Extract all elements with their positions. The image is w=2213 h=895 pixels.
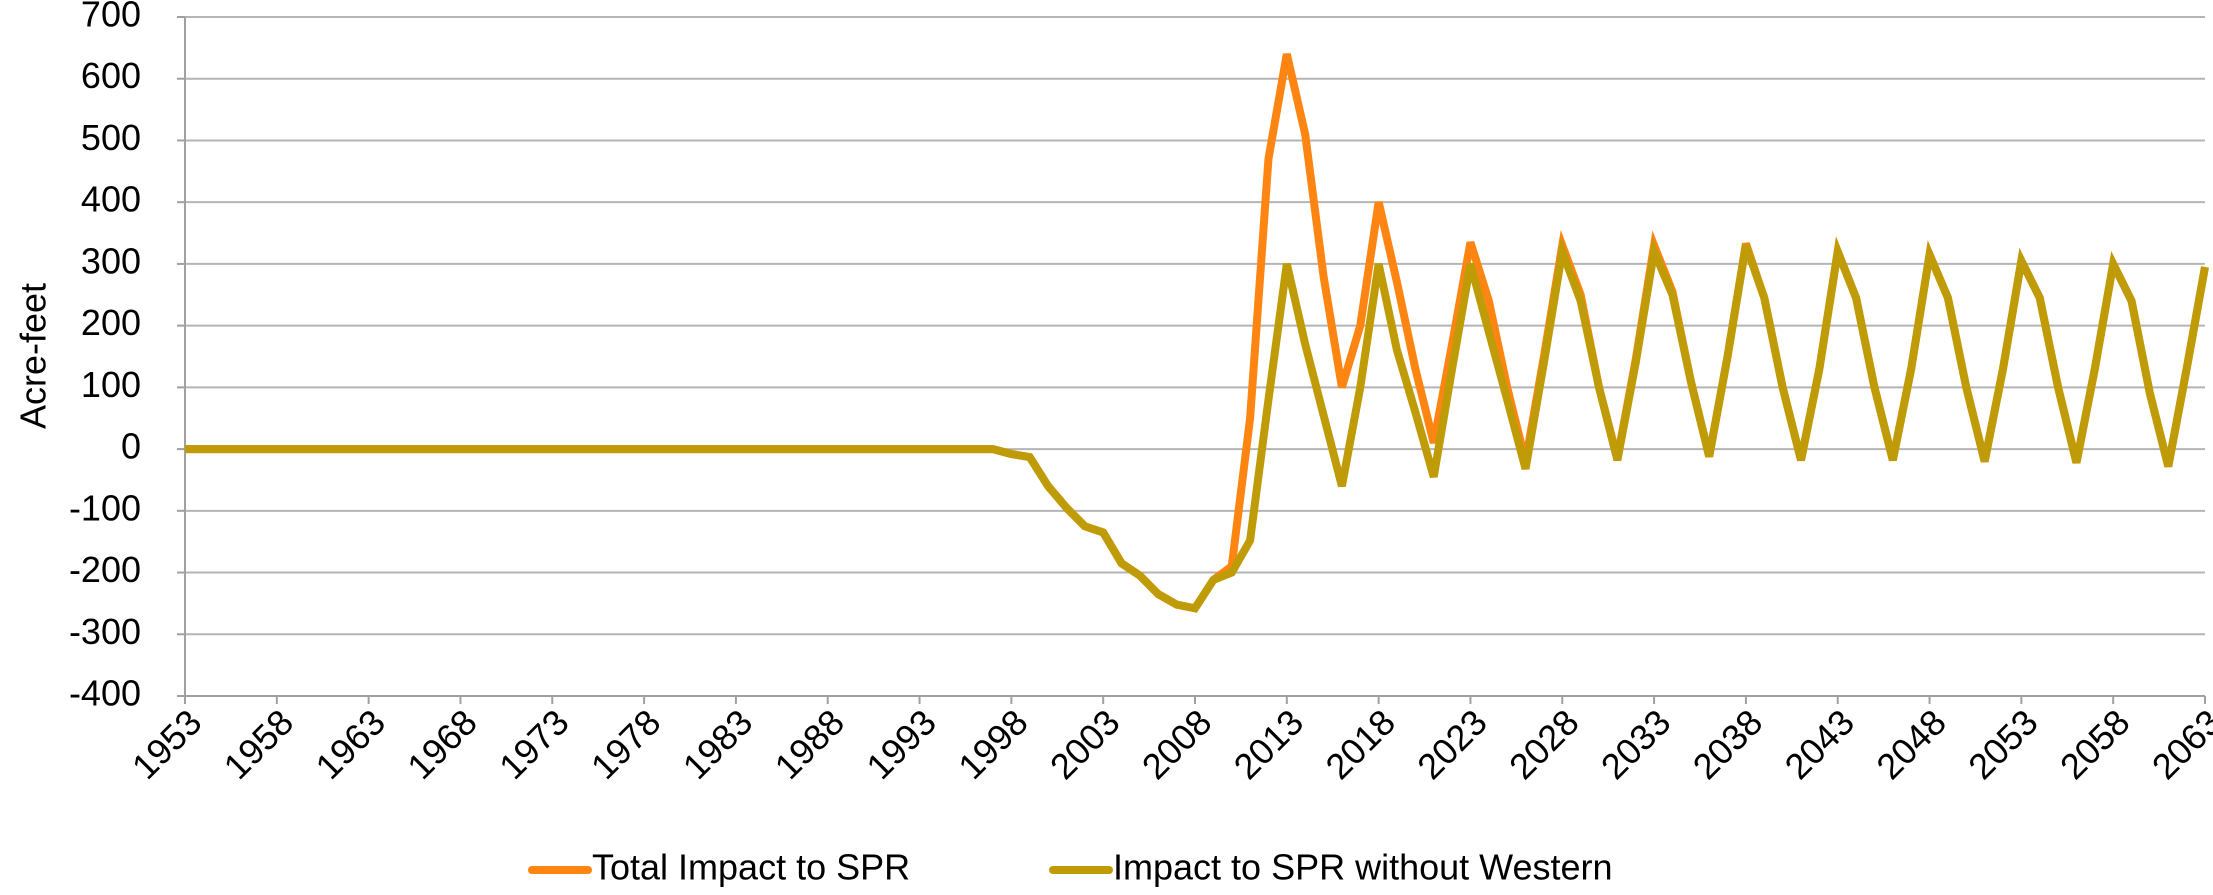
y-tick-label: -400 (69, 673, 141, 714)
y-tick-label: 400 (81, 179, 141, 220)
x-tick-label: 1988 (766, 701, 852, 787)
x-tick-label: 1993 (858, 701, 944, 787)
x-tick-label: 2018 (1317, 701, 1403, 787)
x-tick-label: 2013 (1226, 701, 1312, 787)
x-tick-label: 2028 (1501, 701, 1587, 787)
y-tick-label: -100 (69, 487, 141, 528)
x-tick-label: 1973 (491, 701, 577, 787)
y-tick-label: 600 (81, 55, 141, 96)
x-tick-label: 2023 (1409, 701, 1495, 787)
x-tick-label: 1998 (950, 701, 1036, 787)
x-tick-label: 1958 (216, 701, 302, 787)
y-tick-label: -300 (69, 611, 141, 652)
x-tick-label: 2038 (1685, 701, 1771, 787)
legend-label: Impact to SPR without Western (1113, 847, 1613, 888)
y-tick-label: 500 (81, 117, 141, 158)
series-line (185, 53, 2209, 613)
x-tick-label: 1983 (675, 701, 761, 787)
legend-label: Total Impact to SPR (592, 847, 910, 888)
x-tick-label: 2058 (2052, 701, 2138, 787)
x-tick-label: 1978 (583, 701, 669, 787)
y-tick-label: 700 (81, 0, 141, 35)
y-axis-label: Acre-feet (13, 283, 54, 429)
x-tick-label: 1963 (307, 701, 393, 787)
x-tick-label: 2043 (1776, 701, 1862, 787)
x-tick-label: 2003 (1042, 701, 1128, 787)
x-tick-label: 2048 (1868, 701, 1954, 787)
x-tick-label: 2053 (1960, 701, 2046, 787)
x-tick-label: 2008 (1134, 701, 1220, 787)
x-tick-label: 2033 (1593, 701, 1679, 787)
y-tick-label: 200 (81, 302, 141, 343)
x-tick-label: 1968 (399, 701, 485, 787)
y-tick-label: 300 (81, 240, 141, 281)
y-tick-label: 0 (121, 426, 141, 467)
x-tick-label: 1953 (124, 701, 210, 787)
y-tick-label: 100 (81, 364, 141, 405)
x-tick-label: 2063 (2144, 701, 2213, 787)
series-line (185, 236, 2209, 613)
y-tick-label: -200 (69, 549, 141, 590)
